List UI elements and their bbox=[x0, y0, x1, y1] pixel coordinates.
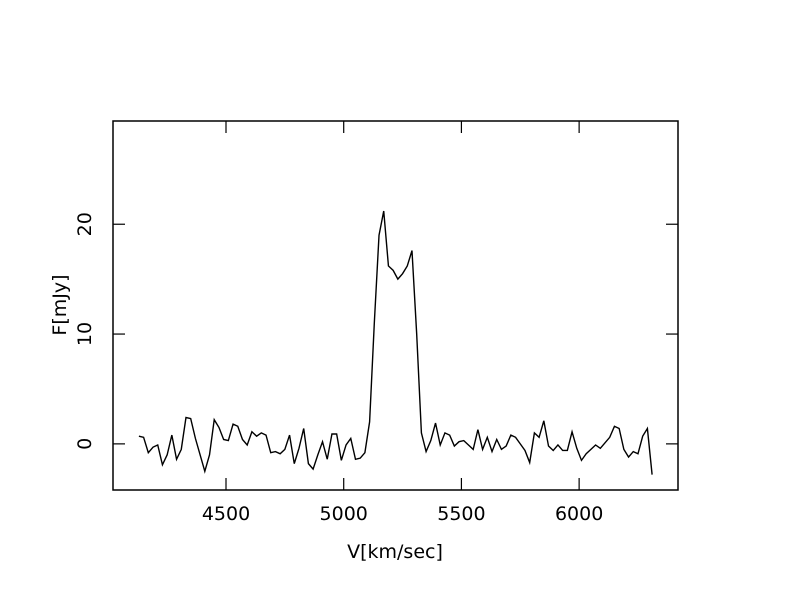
x-tick-label: 6000 bbox=[555, 503, 603, 525]
y-tick-label: 10 bbox=[74, 322, 96, 346]
x-axis-label: V[km/sec] bbox=[347, 541, 443, 563]
y-tick-label: 20 bbox=[74, 212, 96, 236]
spectrum-line bbox=[138, 210, 653, 475]
x-tick-label: 5000 bbox=[320, 503, 368, 525]
y-tick-label: 0 bbox=[74, 438, 96, 450]
y-axis-label: F[mJy] bbox=[49, 274, 71, 335]
plot-frame bbox=[112, 120, 679, 491]
x-tick-label: 5500 bbox=[437, 503, 485, 525]
x-tick-label: 4500 bbox=[202, 503, 250, 525]
